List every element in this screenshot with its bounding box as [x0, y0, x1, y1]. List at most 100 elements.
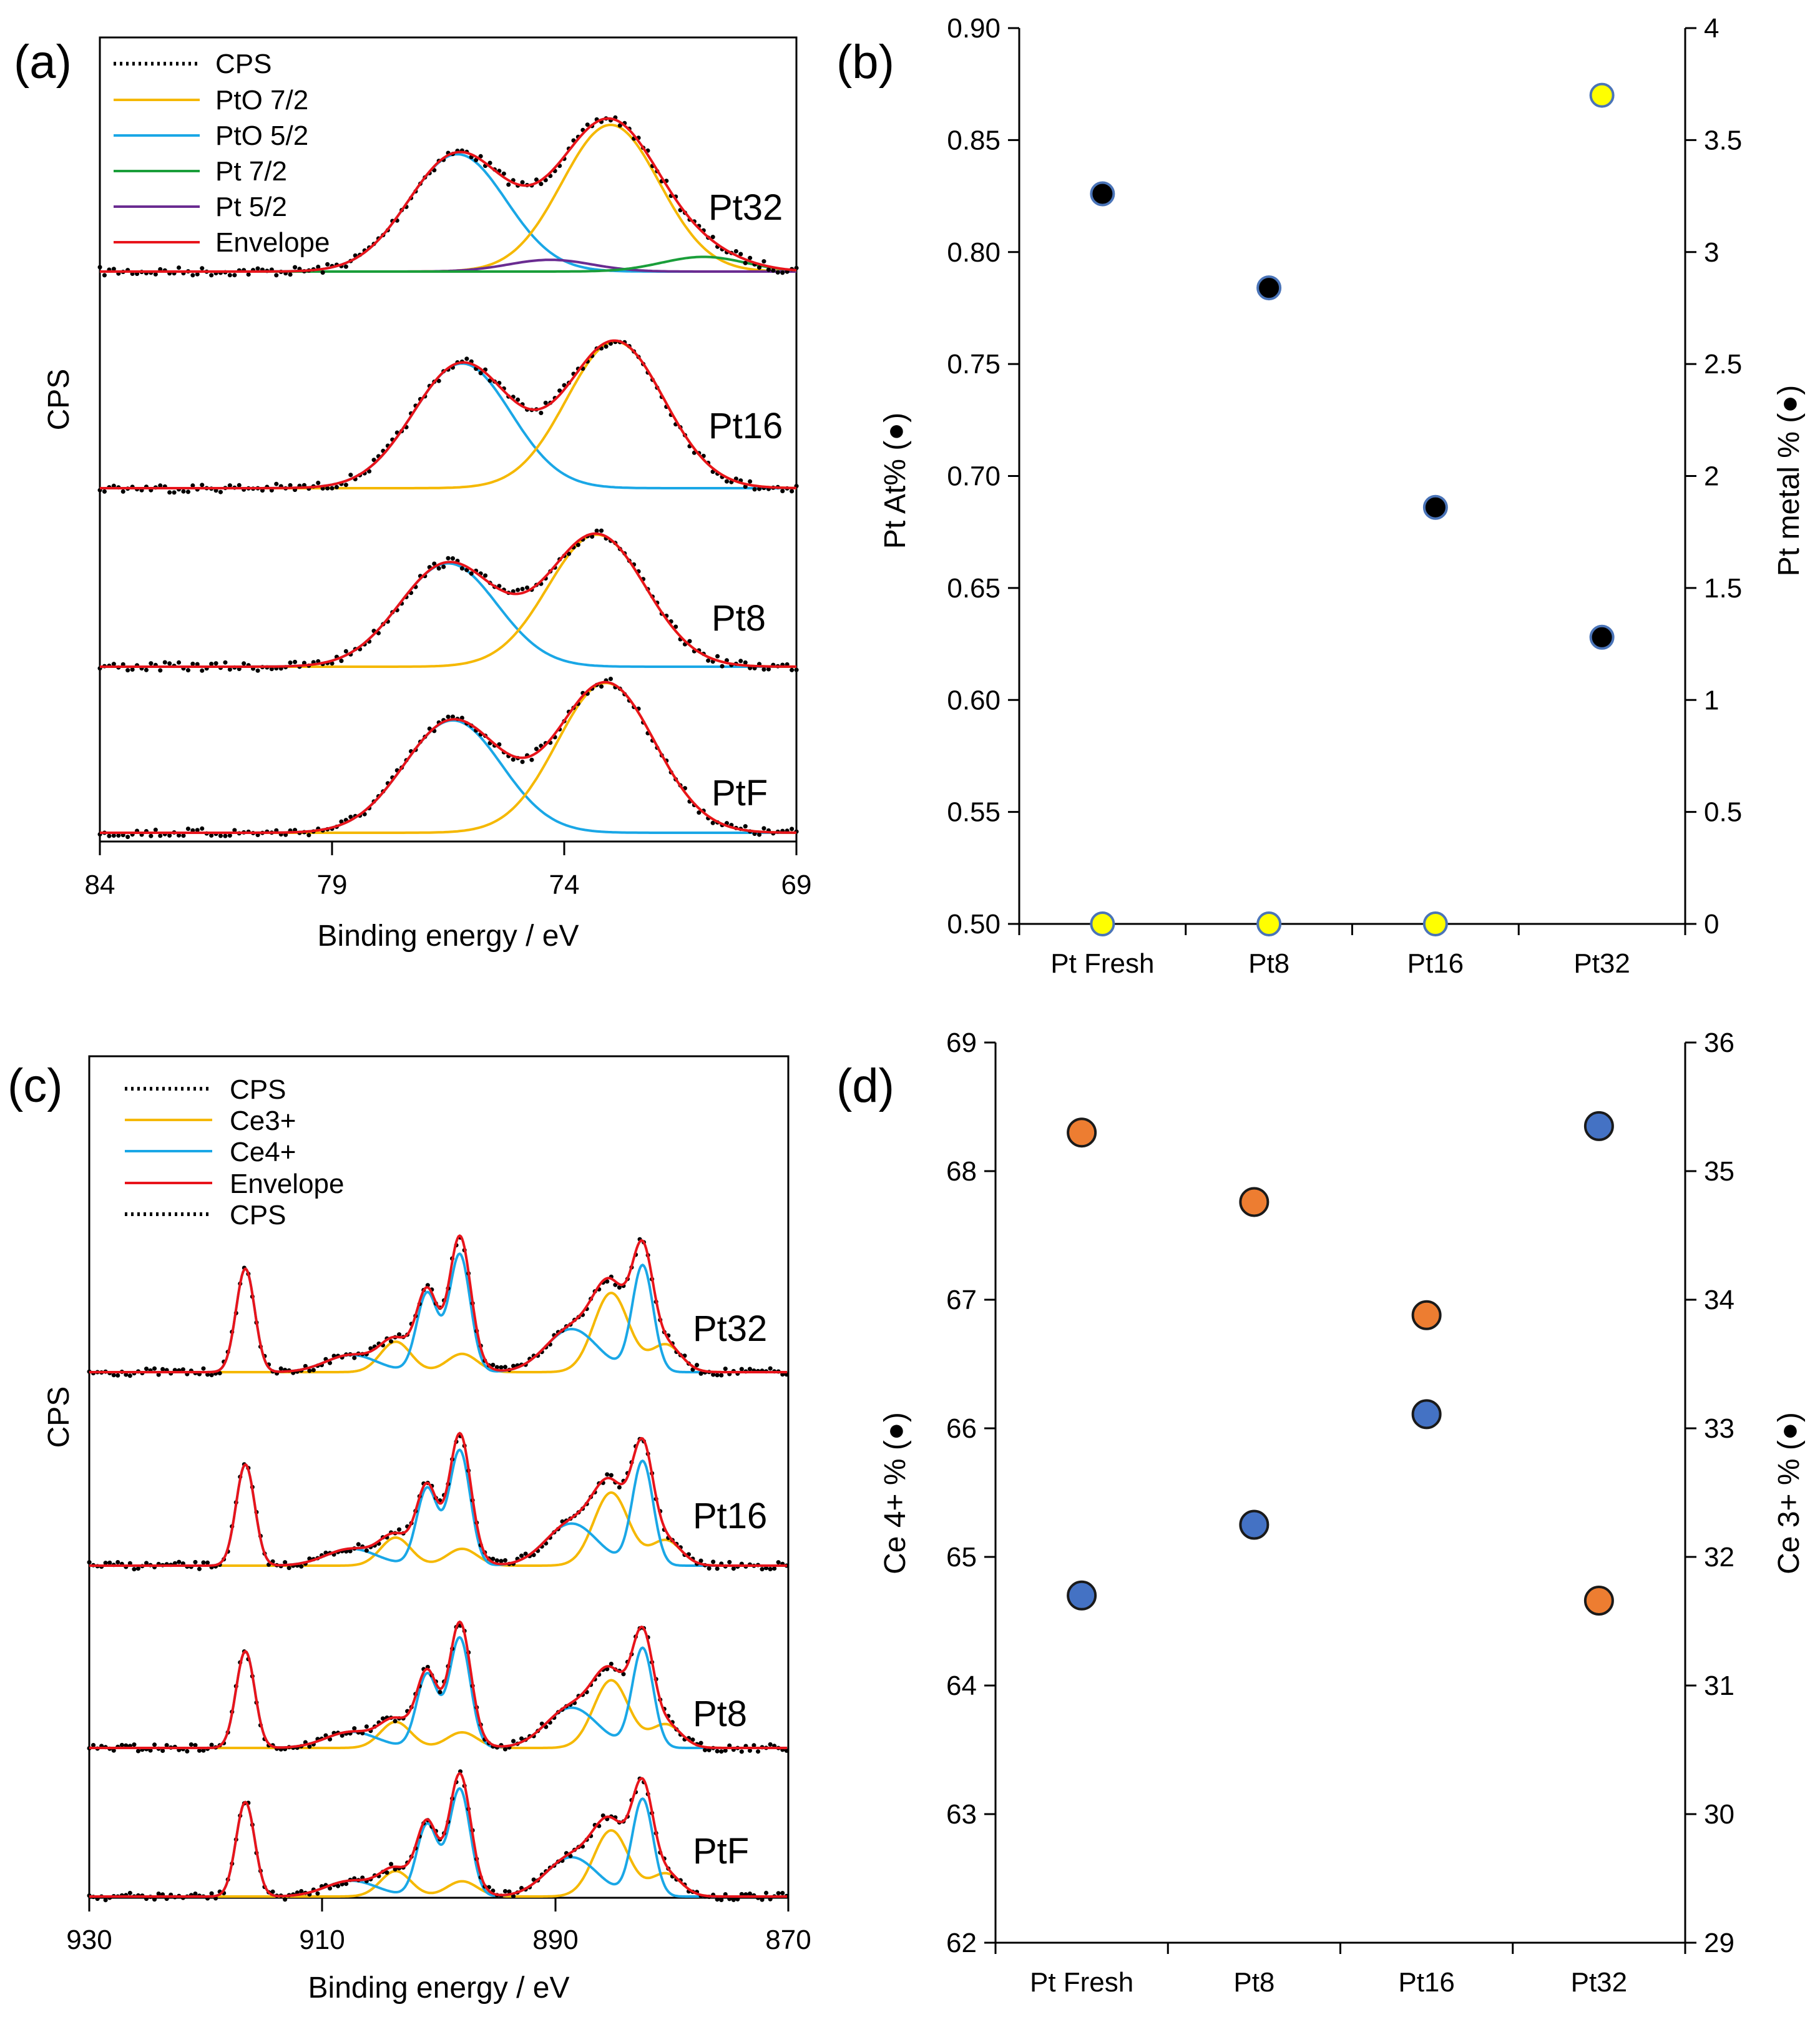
panel-b-points [1090, 82, 1615, 936]
panel-a: (a) CPS PtO 7/2 PtO 5/2 Pt 7/2 Pt 5/2 En… [14, 36, 811, 953]
y-tick-label-right-6: 35 [1704, 1156, 1734, 1187]
x-tick-label-a-2: 74 [549, 870, 580, 900]
y-tick-label-left-3: 0.65 [947, 573, 1001, 604]
y-axis-label-left-b-text: Pt At% (●) [879, 413, 912, 549]
y-tick-label-left-4: 66 [946, 1413, 977, 1444]
envelope-curve-c-ptf [89, 1772, 788, 1898]
cps-points-ptf [97, 677, 799, 840]
x-tick-label-a-3: 69 [781, 870, 812, 900]
y-tick-label-left-7: 0.85 [947, 125, 1001, 155]
legend-label-pt-5-2: Pt 5/2 [215, 192, 287, 222]
y-tick-label-left-8: 0.90 [947, 13, 1001, 44]
point-ce-4-pt8 [1239, 1187, 1270, 1217]
y-tick-label-left-0: 0.50 [947, 909, 1001, 940]
point-pt-metal-pt8 [1256, 911, 1282, 936]
component-curve-pt8-pto-5-2 [100, 562, 796, 668]
panel-d-points [1067, 1111, 1614, 1616]
y-tick-label-left-1: 63 [946, 1799, 977, 1830]
envelope-curve-c-pt32 [89, 1234, 788, 1373]
y-tick-label-left-2: 64 [946, 1671, 977, 1701]
y-tick-label-left-6: 68 [946, 1156, 977, 1187]
y-tick-label-left-5: 0.75 [947, 349, 1001, 380]
spectrum-label-c-ptf: PtF [693, 1831, 749, 1872]
y-axis-label-right-d-text: Ce 3+ % (●) [1773, 1412, 1806, 1574]
y-tick-label-right-2: 1 [1704, 685, 1719, 715]
point-ce-3-pt8 [1239, 1509, 1270, 1540]
component-curve-ptf-pto-5-2 [100, 719, 796, 834]
legend-label-cps: CPS [215, 49, 272, 79]
y-tick-label-right-5: 2.5 [1704, 349, 1742, 380]
point-ce-3-pt32 [1583, 1111, 1614, 1141]
spectrum-label-c-pt16: Pt16 [693, 1496, 767, 1536]
x-axis-label-a: Binding energy / eV [318, 920, 579, 953]
point-pt-at-pt8 [1256, 275, 1282, 301]
point-ce-4-pt32 [1583, 1586, 1614, 1616]
y-tick-label-right-3: 1.5 [1704, 573, 1742, 604]
y-tick-label-right-2: 31 [1704, 1671, 1734, 1701]
x-tick-label-c-1: 910 [299, 1925, 345, 1955]
panel-a-letter: (a) [14, 36, 72, 89]
component-curve-pt32-pt-5-2 [100, 258, 796, 273]
y-axis-label-left-d: Ce 4+ % (●) [879, 1412, 912, 1574]
y-axis-label-right-b: Pt metal % (●) [1773, 385, 1806, 576]
panel-a-curves [97, 115, 799, 840]
cps-points-pt16 [97, 340, 799, 495]
panel-c-frame [88, 1055, 790, 1899]
panel-b-letter: (b) [836, 36, 894, 89]
y-axis-label-a: CPS [42, 369, 76, 431]
panel-a-legend: CPS PtO 7/2 PtO 5/2 Pt 7/2 Pt 5/2 Envelo… [114, 49, 330, 258]
panel-d-ticks: 62 63 64 65 66 67 68 69 29 30 31 32 33 34 35 36 Pt Fresh… [946, 1028, 1734, 1998]
envelope-curve-c-pt8 [89, 1620, 788, 1749]
point-ce-4-pt16 [1411, 1300, 1442, 1330]
panel-b: (b) 0.500.550.600.650.700.750.800.850.90… [836, 13, 1806, 979]
point-ce-3-pt16 [1411, 1399, 1442, 1430]
component-curve-pt16-pto-5-2 [100, 362, 796, 489]
y-tick-label-left-3: 65 [946, 1542, 977, 1573]
x-tick-label-pt32: Pt32 [1571, 1967, 1628, 1998]
y-tick-label-right-4: 33 [1704, 1413, 1734, 1444]
cps-points-pt32 [97, 115, 799, 278]
y-tick-label-right-8: 4 [1704, 13, 1719, 44]
y-tick-label-right-4: 2 [1704, 461, 1719, 492]
point-pt-at-pt-fresh [1090, 181, 1115, 207]
y-tick-label-right-7: 3.5 [1704, 125, 1742, 155]
y-tick-label-right-1: 0.5 [1704, 797, 1742, 828]
y-tick-label-left-6: 0.80 [947, 237, 1001, 268]
component-curve-pt32-pto-5-2 [100, 152, 796, 273]
legend-label-envelope: Envelope [215, 227, 330, 258]
y-tick-label-left-5: 67 [946, 1285, 977, 1315]
panel-d: (d) 62 63 64 65 66 67 68 69 29 30 31 32 33 34 35 36 Pt F… [836, 1028, 1806, 1998]
spectrum-label-c-pt32: Pt32 [693, 1308, 767, 1349]
x-tick-label-pt-fresh: Pt Fresh [1050, 948, 1154, 979]
legend-label-cps-c-2: CPS [230, 1200, 286, 1230]
panel-d-letter: (d) [836, 1059, 894, 1112]
spectrum-label-pt32: Pt32 [708, 187, 783, 228]
envelope-curve-c-pt16 [89, 1431, 788, 1567]
x-axis-label-c: Binding energy / eV [308, 1971, 570, 2005]
spectrum-label-c-pt8: Pt8 [693, 1694, 747, 1734]
y-axis-label-left-d-text: Ce 4+ % (●) [879, 1412, 912, 1574]
legend-label-pto-5-2: PtO 5/2 [215, 120, 308, 151]
legend-label-ce4: Ce4+ [230, 1137, 296, 1167]
y-tick-label-right-1: 30 [1704, 1799, 1734, 1830]
y-tick-label-right-6: 3 [1704, 237, 1719, 268]
y-tick-label-left-4: 0.70 [947, 461, 1001, 492]
x-tick-label-a-0: 84 [85, 870, 115, 900]
y-tick-label-right-3: 32 [1704, 1542, 1734, 1573]
x-tick-label-pt16: Pt16 [1398, 1967, 1455, 1998]
point-pt-metal-pt16 [1422, 911, 1448, 936]
point-pt-metal-pt-fresh [1090, 911, 1115, 936]
y-tick-label-left-7: 69 [946, 1028, 977, 1058]
component-curve-pt32-pt-7-2 [100, 255, 797, 273]
y-tick-label-left-0: 62 [946, 1928, 977, 1958]
panel-b-ticks: 0.50 0.55 0.60 0.65 0.70 0.75 0.80 0.85 0.90 0 0.5… [947, 13, 1742, 979]
x-tick-label-a-1: 79 [317, 870, 348, 900]
y-axis-label-c: CPS [42, 1386, 76, 1448]
x-tick-label-pt8: Pt8 [1233, 1967, 1274, 1998]
point-pt-at-pt32 [1589, 624, 1615, 650]
y-tick-label-right-0: 29 [1704, 1928, 1734, 1958]
y-axis-label-left-b: Pt At% (●) [879, 413, 912, 549]
y-tick-label-right-5: 34 [1704, 1285, 1734, 1315]
